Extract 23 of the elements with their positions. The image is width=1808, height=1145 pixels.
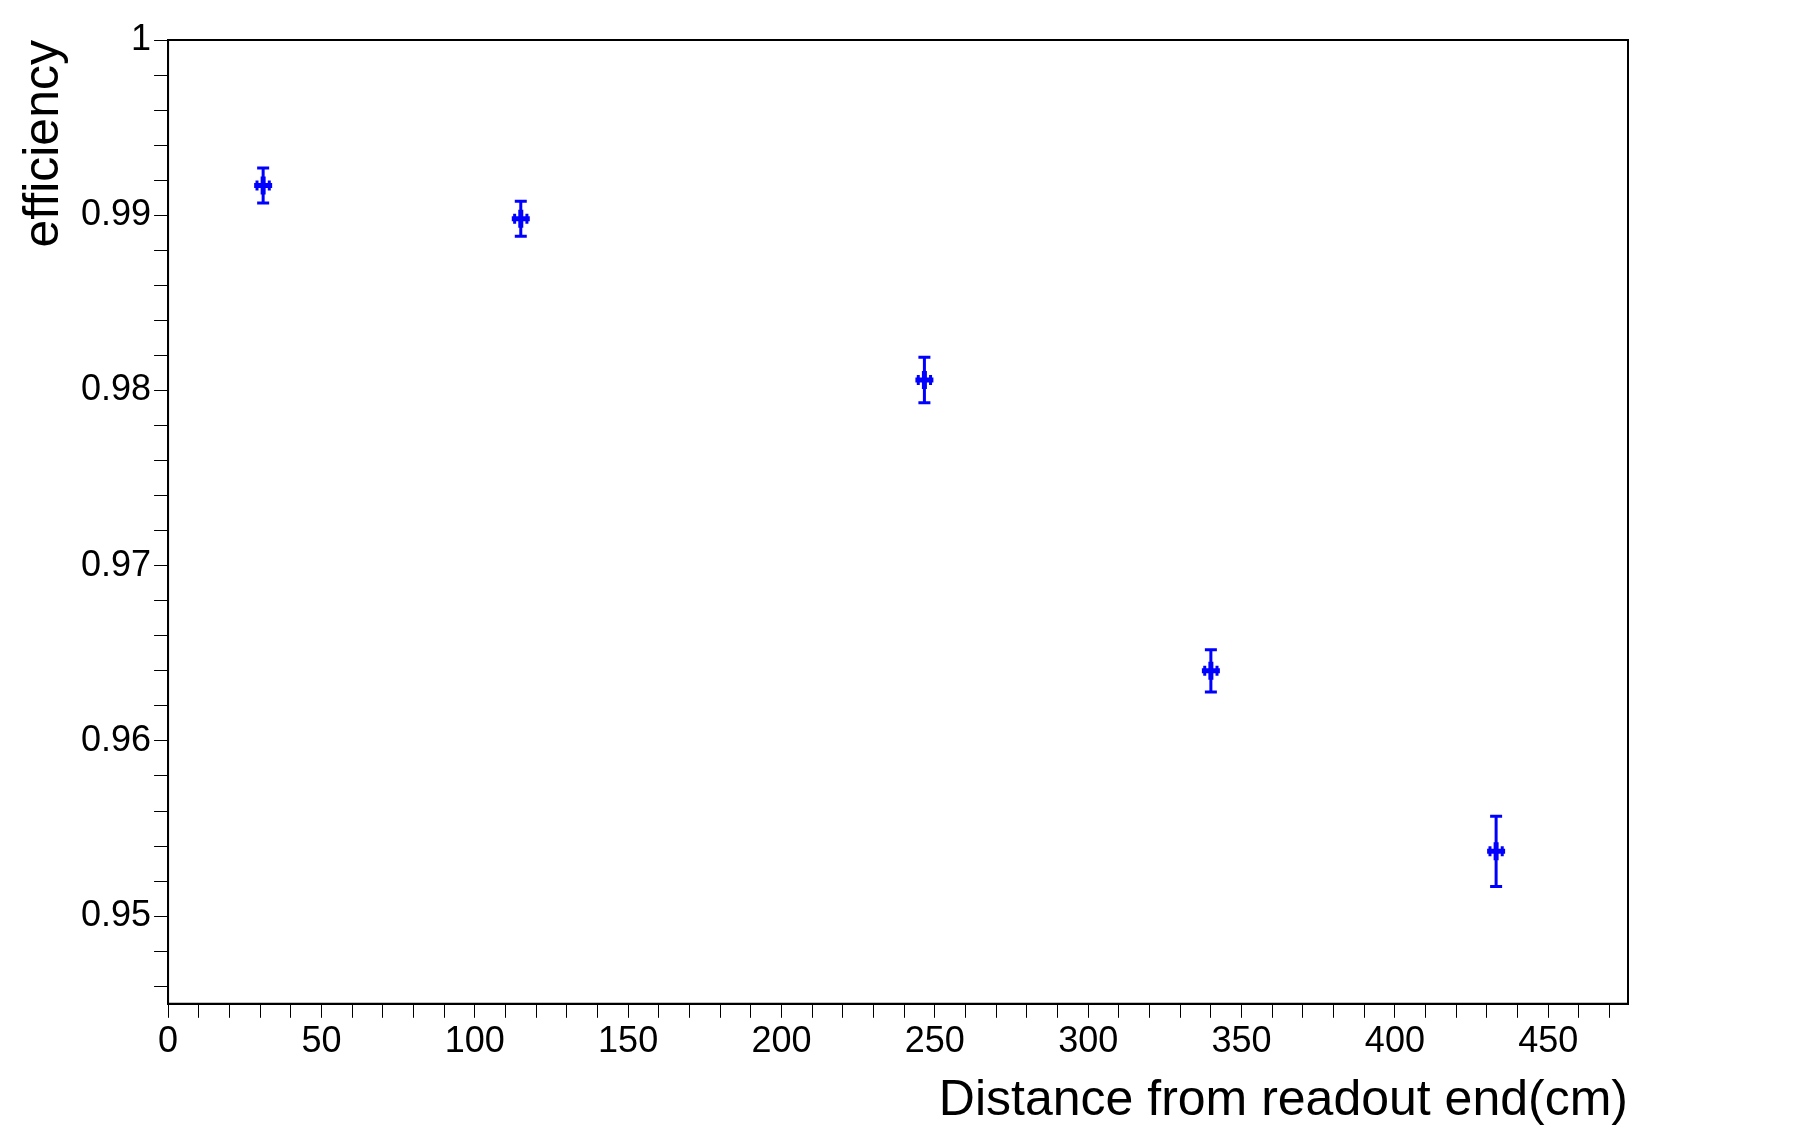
y-tick-label: 0.96: [80, 717, 152, 759]
y-axis-title: efficiency: [12, 40, 69, 248]
y-tick-label: 0.98: [80, 367, 152, 409]
point: [251, 173, 275, 197]
point: [509, 207, 533, 231]
x-tick-label: 450: [1518, 1019, 1579, 1061]
y-tick-label: 0.97: [80, 542, 152, 584]
y-tick-label: 0.95: [80, 893, 152, 935]
x-tick-label: 50: [301, 1019, 342, 1061]
x-tick-label: 100: [444, 1019, 505, 1061]
x-tick-label: 250: [904, 1019, 965, 1061]
x-tick-label: 0: [158, 1019, 179, 1061]
x-tick-label: 300: [1058, 1019, 1119, 1061]
x-axis-title: Distance from readout end(cm): [938, 1069, 1628, 1126]
point: [1484, 839, 1508, 863]
x-tick-label: 400: [1364, 1019, 1425, 1061]
point: [912, 368, 936, 392]
y-tick-label: 1: [131, 16, 152, 58]
x-tick-label: 350: [1211, 1019, 1272, 1061]
x-tick-label: 150: [598, 1019, 659, 1061]
x-tick-label: 200: [751, 1019, 812, 1061]
y-tick-label: 0.99: [80, 192, 152, 234]
point: [1199, 659, 1223, 683]
